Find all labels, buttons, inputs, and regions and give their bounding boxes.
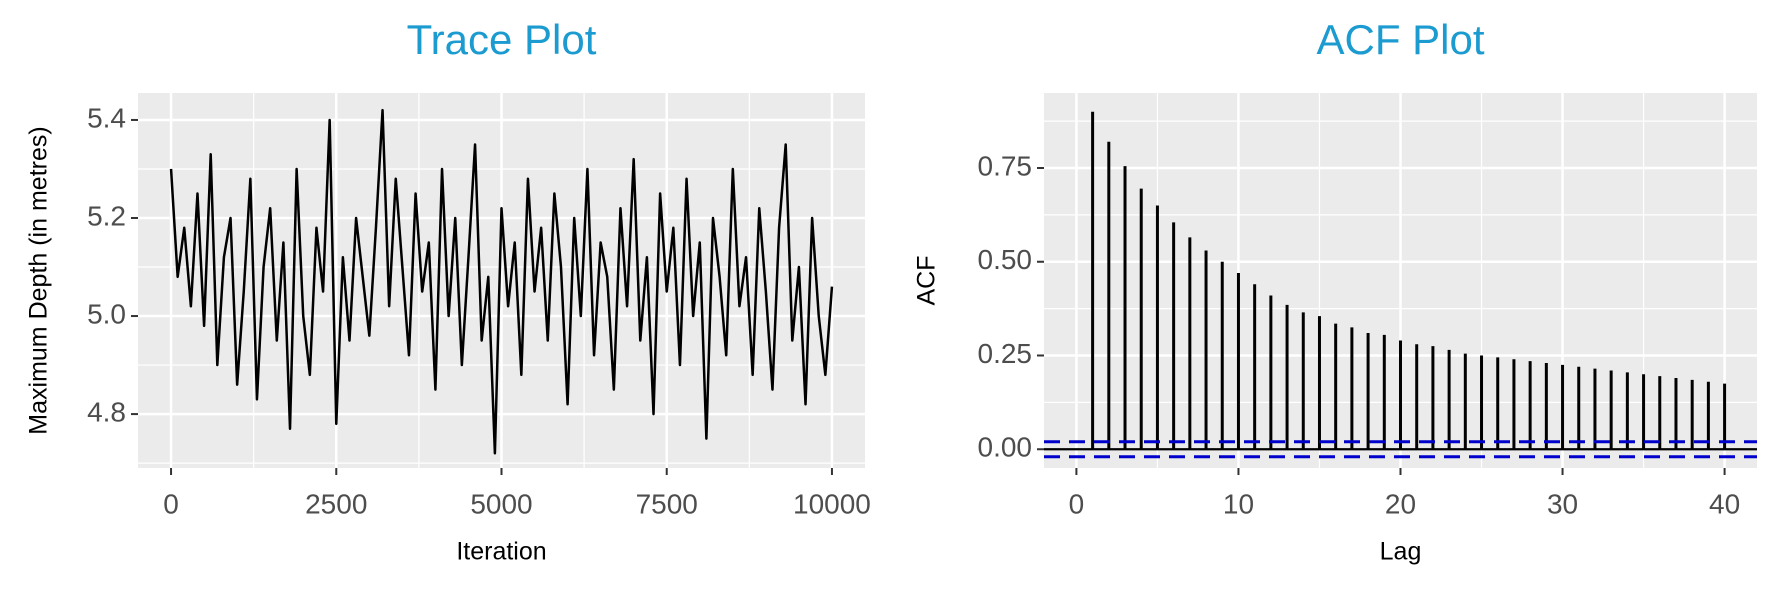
x-tick-label: 7500: [636, 488, 698, 519]
x-tick-label: 10: [1223, 488, 1254, 519]
y-tick-label: 0.25: [978, 338, 1033, 369]
y-axis-title: ACF: [913, 256, 941, 306]
x-tick-label: 30: [1547, 488, 1578, 519]
x-tick-label: 10000: [793, 488, 871, 519]
trace-line: [169, 108, 834, 455]
x-axis-title: Lag: [1380, 538, 1422, 566]
x-tick-label: 0: [163, 488, 179, 519]
y-tick-label: 4.8: [87, 396, 126, 427]
chart-title: Trace Plot: [407, 16, 597, 63]
x-tick-label: 2500: [305, 488, 367, 519]
y-tick-label: 5.4: [87, 102, 126, 133]
x-axis-title: Iteration: [456, 538, 546, 566]
y-tick-label: 0.00: [978, 432, 1033, 463]
chart-title: ACF Plot: [1316, 16, 1484, 63]
x-tick-label: 20: [1385, 488, 1416, 519]
x-tick-label: 40: [1709, 488, 1740, 519]
y-tick-label: 0.75: [978, 150, 1033, 181]
y-tick-label: 0.50: [978, 244, 1033, 275]
x-tick-label: 0: [1069, 488, 1085, 519]
x-tick-label: 5000: [470, 488, 532, 519]
y-tick-label: 5.0: [87, 298, 126, 329]
y-tick-label: 5.2: [87, 200, 126, 231]
y-axis-title: Maximum Depth (in metres): [25, 126, 53, 434]
